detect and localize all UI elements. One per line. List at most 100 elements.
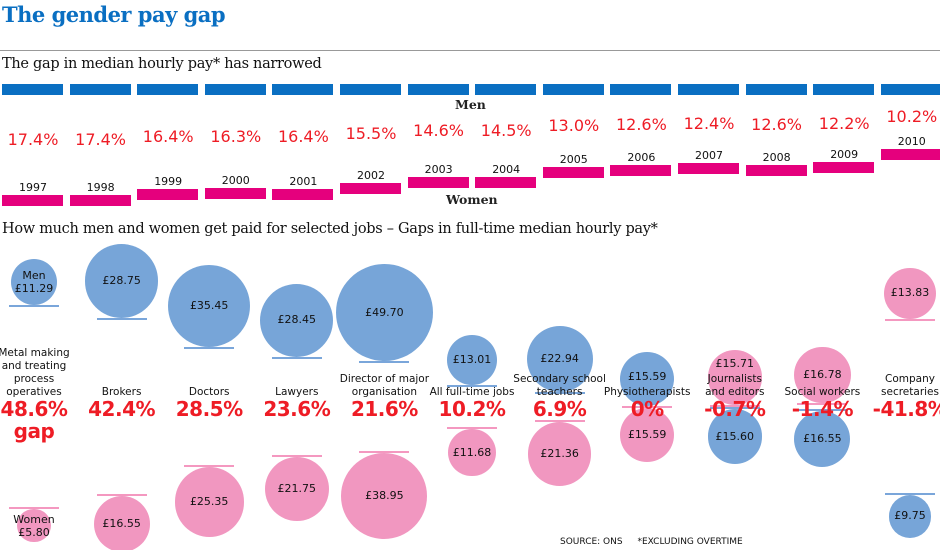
gap-label: 15.5% — [345, 124, 397, 144]
men-bubble — [526, 325, 593, 392]
job-name: Doctors — [188, 386, 230, 398]
women-bar — [137, 188, 199, 200]
women-baseline — [96, 494, 147, 497]
gap-label: 17.4% — [75, 130, 126, 150]
women-bar — [542, 167, 604, 179]
men-bubble — [260, 283, 334, 357]
job-name: All full-time jobs — [429, 386, 515, 398]
gap-percent: 28.5% — [175, 397, 243, 421]
women-bar — [880, 149, 940, 161]
men-value: £22.94 — [540, 351, 579, 365]
men-bar — [678, 84, 739, 95]
source-note: SOURCE: ONS — [560, 537, 623, 547]
men-baseline — [9, 304, 59, 307]
year-label: 2002 — [357, 169, 385, 183]
gap-percent: 10.2% — [438, 397, 506, 421]
women-baseline — [534, 420, 585, 423]
gap-percent: 23.6% — [263, 397, 331, 421]
gap-label: 16.4% — [142, 126, 194, 146]
women-baseline — [184, 465, 235, 468]
women-bubble — [527, 422, 592, 486]
men-baseline — [271, 356, 322, 359]
men-value: £15.60 — [715, 429, 755, 443]
job-name: Brokers — [101, 386, 142, 398]
gap-percent: -0.7% — [704, 397, 766, 421]
men-baseline — [797, 408, 848, 411]
women-baseline — [359, 450, 410, 453]
trend-subtitle: The gap in median hourly pay* has narrow… — [2, 56, 322, 72]
men-bubble — [794, 410, 851, 467]
women-bubble — [341, 452, 428, 539]
men-value: £49.70 — [365, 305, 404, 319]
gap-label: 12.6% — [751, 114, 802, 134]
men-baseline — [184, 346, 235, 349]
women-bubble — [264, 457, 329, 522]
men-series-label: Men — [455, 97, 486, 112]
women-value: £15.71 — [715, 357, 755, 370]
job-name: Journalists and editors — [705, 373, 765, 398]
women-baseline — [622, 406, 673, 408]
year-label: 2001 — [289, 174, 318, 188]
men-value: £15.59 — [627, 370, 667, 383]
men-bubble — [168, 264, 251, 347]
men-value: £13.01 — [452, 352, 492, 366]
women-value: £15.59 — [627, 428, 667, 442]
men-bar — [880, 84, 940, 95]
year-label: 2010 — [897, 135, 926, 149]
job-name: Secondary school teachers — [513, 373, 606, 398]
men-bar — [610, 84, 672, 95]
women-baseline — [885, 319, 935, 322]
women-baseline — [271, 455, 322, 458]
men-baseline — [534, 391, 585, 394]
gap-label: 17.4% — [7, 130, 59, 150]
footer: SOURCE: ONS *EXCLUDING OVERTIME — [560, 537, 743, 547]
jobs-subtitle: How much men and women get paid for sele… — [2, 221, 658, 237]
men-value: £35.45 — [189, 298, 229, 312]
men-value: £28.45 — [277, 313, 317, 327]
gap-percent: 48.6% — [0, 397, 68, 421]
men-bubble — [620, 351, 675, 406]
divider — [0, 50, 940, 51]
overtime-note: *EXCLUDING OVERTIME — [637, 537, 743, 547]
page-title: The gender pay gap — [2, 2, 226, 27]
men-bar — [407, 84, 469, 95]
job-name: Director of major organisation — [339, 373, 430, 398]
men-bubble — [10, 258, 58, 305]
women-bar — [69, 195, 131, 207]
men-bar — [204, 84, 266, 95]
men-value: £28.75 — [102, 273, 141, 287]
year-label: 1997 — [19, 181, 47, 195]
men-value: Men £11.29 — [14, 268, 54, 295]
women-baseline — [447, 427, 497, 430]
men-bubble — [888, 494, 932, 538]
gap-percent: -41.8% — [872, 397, 940, 421]
gap-label: 14.6% — [413, 121, 464, 141]
women-series-label: Women — [446, 192, 498, 207]
men-baseline — [96, 317, 147, 320]
gap-percent: 42.4% — [88, 397, 156, 421]
gap-label: 12.4% — [683, 114, 735, 134]
year-label: 1999 — [154, 174, 183, 188]
men-bar — [272, 84, 334, 95]
women-bar — [204, 188, 266, 200]
year-label: 2009 — [830, 148, 859, 162]
gap-label: 12.2% — [818, 113, 870, 133]
men-bar — [69, 84, 131, 95]
gap-label: 12.6% — [615, 114, 667, 134]
women-value: £11.68 — [452, 445, 492, 459]
women-baseline — [709, 404, 760, 407]
men-bar — [475, 84, 537, 95]
gap-percent: 0% — [630, 397, 664, 421]
men-bubble — [707, 409, 762, 464]
women-bubble — [707, 350, 763, 405]
year-label: 2008 — [762, 150, 791, 164]
gap-percent: 6.9% — [532, 397, 587, 421]
job-name: Physiotherapists — [603, 386, 691, 398]
men-bar — [745, 84, 807, 95]
women-bubble — [93, 496, 150, 550]
women-bar — [272, 188, 334, 200]
men-bar — [137, 84, 199, 95]
women-bubble — [17, 509, 51, 543]
women-bubble — [884, 267, 936, 320]
